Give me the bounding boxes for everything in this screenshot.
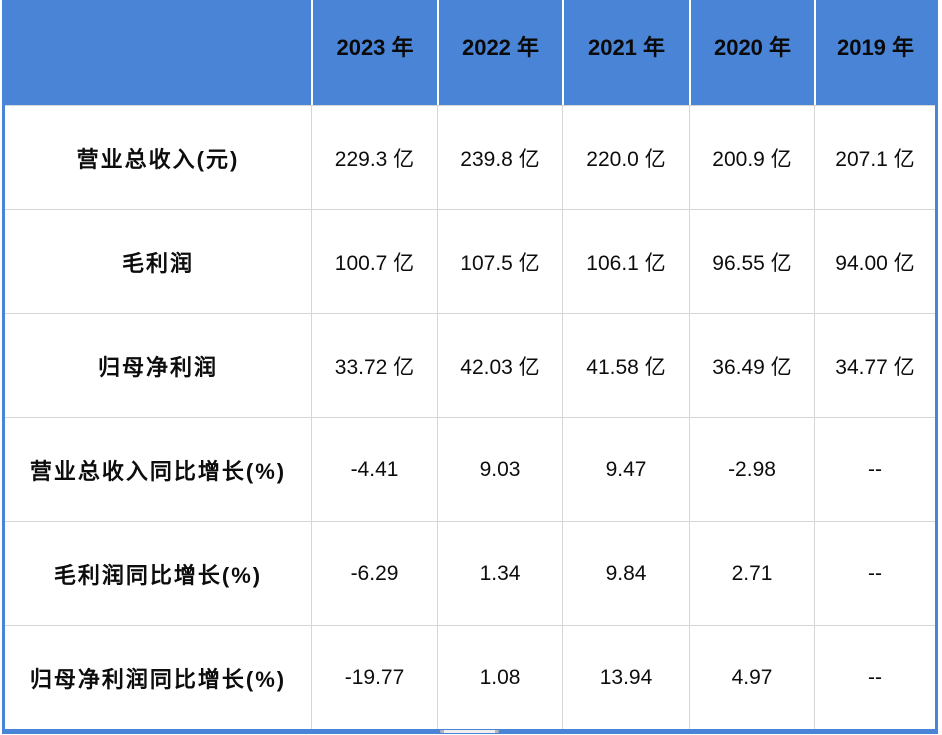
value-cell: 42.03 亿 xyxy=(437,314,562,417)
value-cell: 9.47 xyxy=(562,418,689,521)
table-body: 营业总收入(元) 229.3 亿 239.8 亿 220.0 亿 200.9 亿 207.… xyxy=(5,105,935,729)
value-cell: 239.8 亿 xyxy=(437,106,562,209)
value-cell: 94.00 亿 xyxy=(814,210,935,313)
value-cell: 96.55 亿 xyxy=(689,210,814,313)
value-cell: 9.84 xyxy=(562,522,689,625)
value-cell: 207.1 亿 xyxy=(814,106,935,209)
table-row: 归母净利润同比增长(%) -19.77 1.08 13.94 4.97 -- xyxy=(5,625,935,729)
value-cell: 1.08 xyxy=(437,626,562,729)
value-cell: 2.71 xyxy=(689,522,814,625)
row-label: 归母净利润同比增长(%) xyxy=(29,666,287,692)
header-year-cell: 2021 年 xyxy=(562,0,689,105)
header-year-cell: 2022 年 xyxy=(437,0,562,105)
table-row: 毛利润同比增长(%) -6.29 1.34 9.84 2.71 -- xyxy=(5,521,935,625)
row-label: 毛利润 xyxy=(121,250,194,276)
value-cell: 107.5 亿 xyxy=(437,210,562,313)
table-header-row: 2023 年 2022 年 2021 年 2020 年 2019 年 xyxy=(5,0,935,105)
table-row: 毛利润 100.7 亿 107.5 亿 106.1 亿 96.55 亿 94.00 亿 xyxy=(5,209,935,313)
value-cell: -- xyxy=(814,626,935,729)
value-cell: 100.7 亿 xyxy=(311,210,437,313)
horizontal-scrollbar-thumb[interactable] xyxy=(440,730,499,733)
value-cell: 36.49 亿 xyxy=(689,314,814,417)
value-cell: 9.03 xyxy=(437,418,562,521)
row-label: 毛利润同比增长(%) xyxy=(53,562,263,588)
row-label: 营业总收入(元) xyxy=(76,146,240,172)
value-cell: 220.0 亿 xyxy=(562,106,689,209)
value-cell: 200.9 亿 xyxy=(689,106,814,209)
value-cell: -- xyxy=(814,522,935,625)
value-cell: -6.29 xyxy=(311,522,437,625)
table-row: 营业总收入(元) 229.3 亿 239.8 亿 220.0 亿 200.9 亿 207.… xyxy=(5,105,935,209)
table-row: 归母净利润 33.72 亿 42.03 亿 41.58 亿 36.49 亿 34.77 亿 xyxy=(5,313,935,417)
value-cell: 1.34 xyxy=(437,522,562,625)
value-cell: -2.98 xyxy=(689,418,814,521)
header-year-cell: 2019 年 xyxy=(814,0,935,105)
value-cell: 106.1 亿 xyxy=(562,210,689,313)
header-corner-cell xyxy=(5,0,311,105)
value-cell: 34.77 亿 xyxy=(814,314,935,417)
value-cell: 229.3 亿 xyxy=(311,106,437,209)
header-year-cell: 2023 年 xyxy=(311,0,437,105)
value-cell: 41.58 亿 xyxy=(562,314,689,417)
value-cell: -19.77 xyxy=(311,626,437,729)
row-label: 营业总收入同比增长(%) xyxy=(29,458,287,484)
value-cell: 4.97 xyxy=(689,626,814,729)
value-cell: -- xyxy=(814,418,935,521)
row-label: 归母净利润 xyxy=(97,354,218,380)
value-cell: -4.41 xyxy=(311,418,437,521)
value-cell: 33.72 亿 xyxy=(311,314,437,417)
table-row: 营业总收入同比增长(%) -4.41 9.03 9.47 -2.98 -- xyxy=(5,417,935,521)
value-cell: 13.94 xyxy=(562,626,689,729)
header-year-cell: 2020 年 xyxy=(689,0,814,105)
